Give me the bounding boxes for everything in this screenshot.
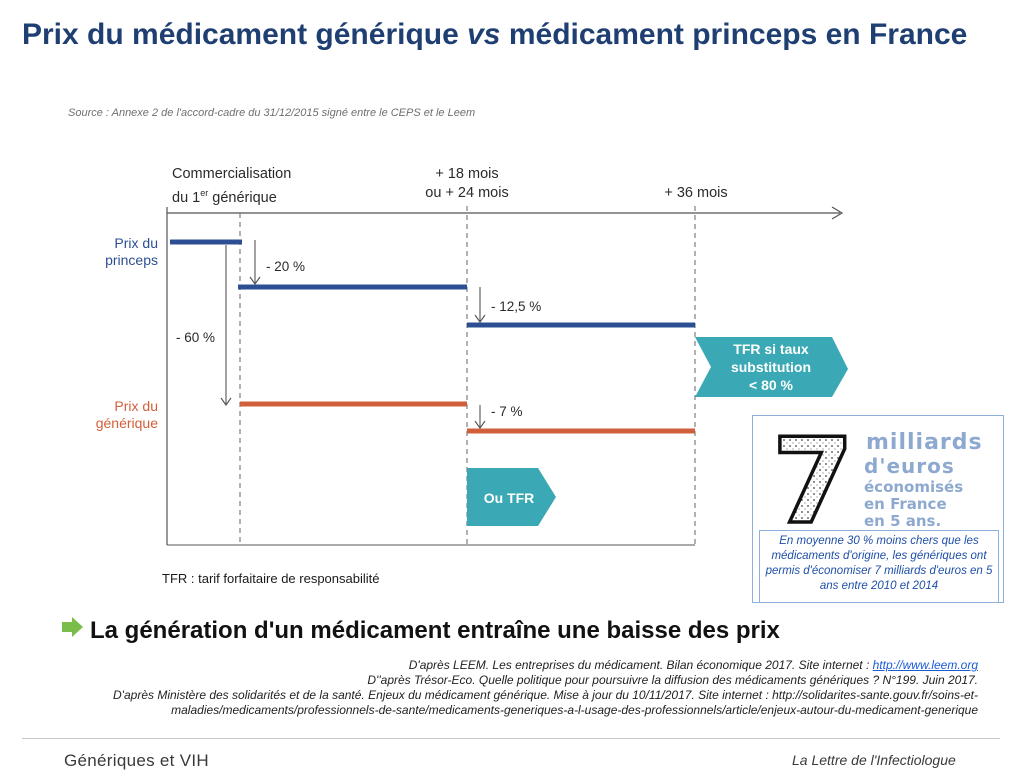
bullet-arrow-icon xyxy=(62,617,83,637)
footer-divider xyxy=(22,738,1000,739)
tick-label-18-24: + 18 mois ou + 24 mois xyxy=(425,166,509,201)
chevron-ou-tfr-text: Ou TFR xyxy=(483,490,535,506)
chevron-tfr-taux xyxy=(695,337,848,397)
savings-line-2: d'euros xyxy=(864,454,955,478)
svg-text:7: 7 xyxy=(772,420,850,530)
pct-minus60: - 60 % xyxy=(176,330,216,345)
label-prix-generique: Prix du générique xyxy=(95,398,158,431)
footer-right: La Lettre de l'Infectiologue xyxy=(792,752,956,768)
footer-left: Génériques et VIH xyxy=(64,751,209,770)
pct-minus20: - 20 % xyxy=(266,259,306,274)
savings-line-4: en France xyxy=(864,495,947,513)
savings-line-5: en 5 ans. xyxy=(864,512,942,530)
savings-note: En moyenne 30 % moins chers que les médi… xyxy=(759,530,999,603)
leem-link[interactable]: http://www.leem.org xyxy=(872,658,978,672)
page-title: Prix du médicament générique vs médicame… xyxy=(22,18,968,51)
savings-line-3: économisés xyxy=(864,478,964,496)
seven-glyph-icon: 7 xyxy=(770,410,856,552)
chevron-ou-tfr xyxy=(467,468,556,526)
savings-line-1: milliards xyxy=(866,430,983,455)
chevron-tfr-taux-text: TFR si taux substitution < 80 % xyxy=(730,341,812,393)
big-seven: 7 xyxy=(770,410,856,552)
label-prix-princeps: Prix du princeps xyxy=(105,235,158,268)
time-axis-arrow xyxy=(831,206,844,220)
tfr-definition: TFR : tarif forfaitaire de responsabilit… xyxy=(162,571,380,586)
tick-label-start: Commercialisation du 1er générique xyxy=(172,166,292,206)
tick-label-36: + 36 mois xyxy=(664,185,728,201)
source-note: Source : Annexe 2 de l'accord-cadre du 3… xyxy=(68,107,476,119)
pct-minus7: - 7 % xyxy=(491,404,523,419)
conclusion-text: La génération d'un médicament entraîne u… xyxy=(90,617,780,644)
pct-minus12: - 12,5 % xyxy=(491,299,542,314)
references: D'après LEEM. Les entreprises du médicam… xyxy=(113,658,978,717)
